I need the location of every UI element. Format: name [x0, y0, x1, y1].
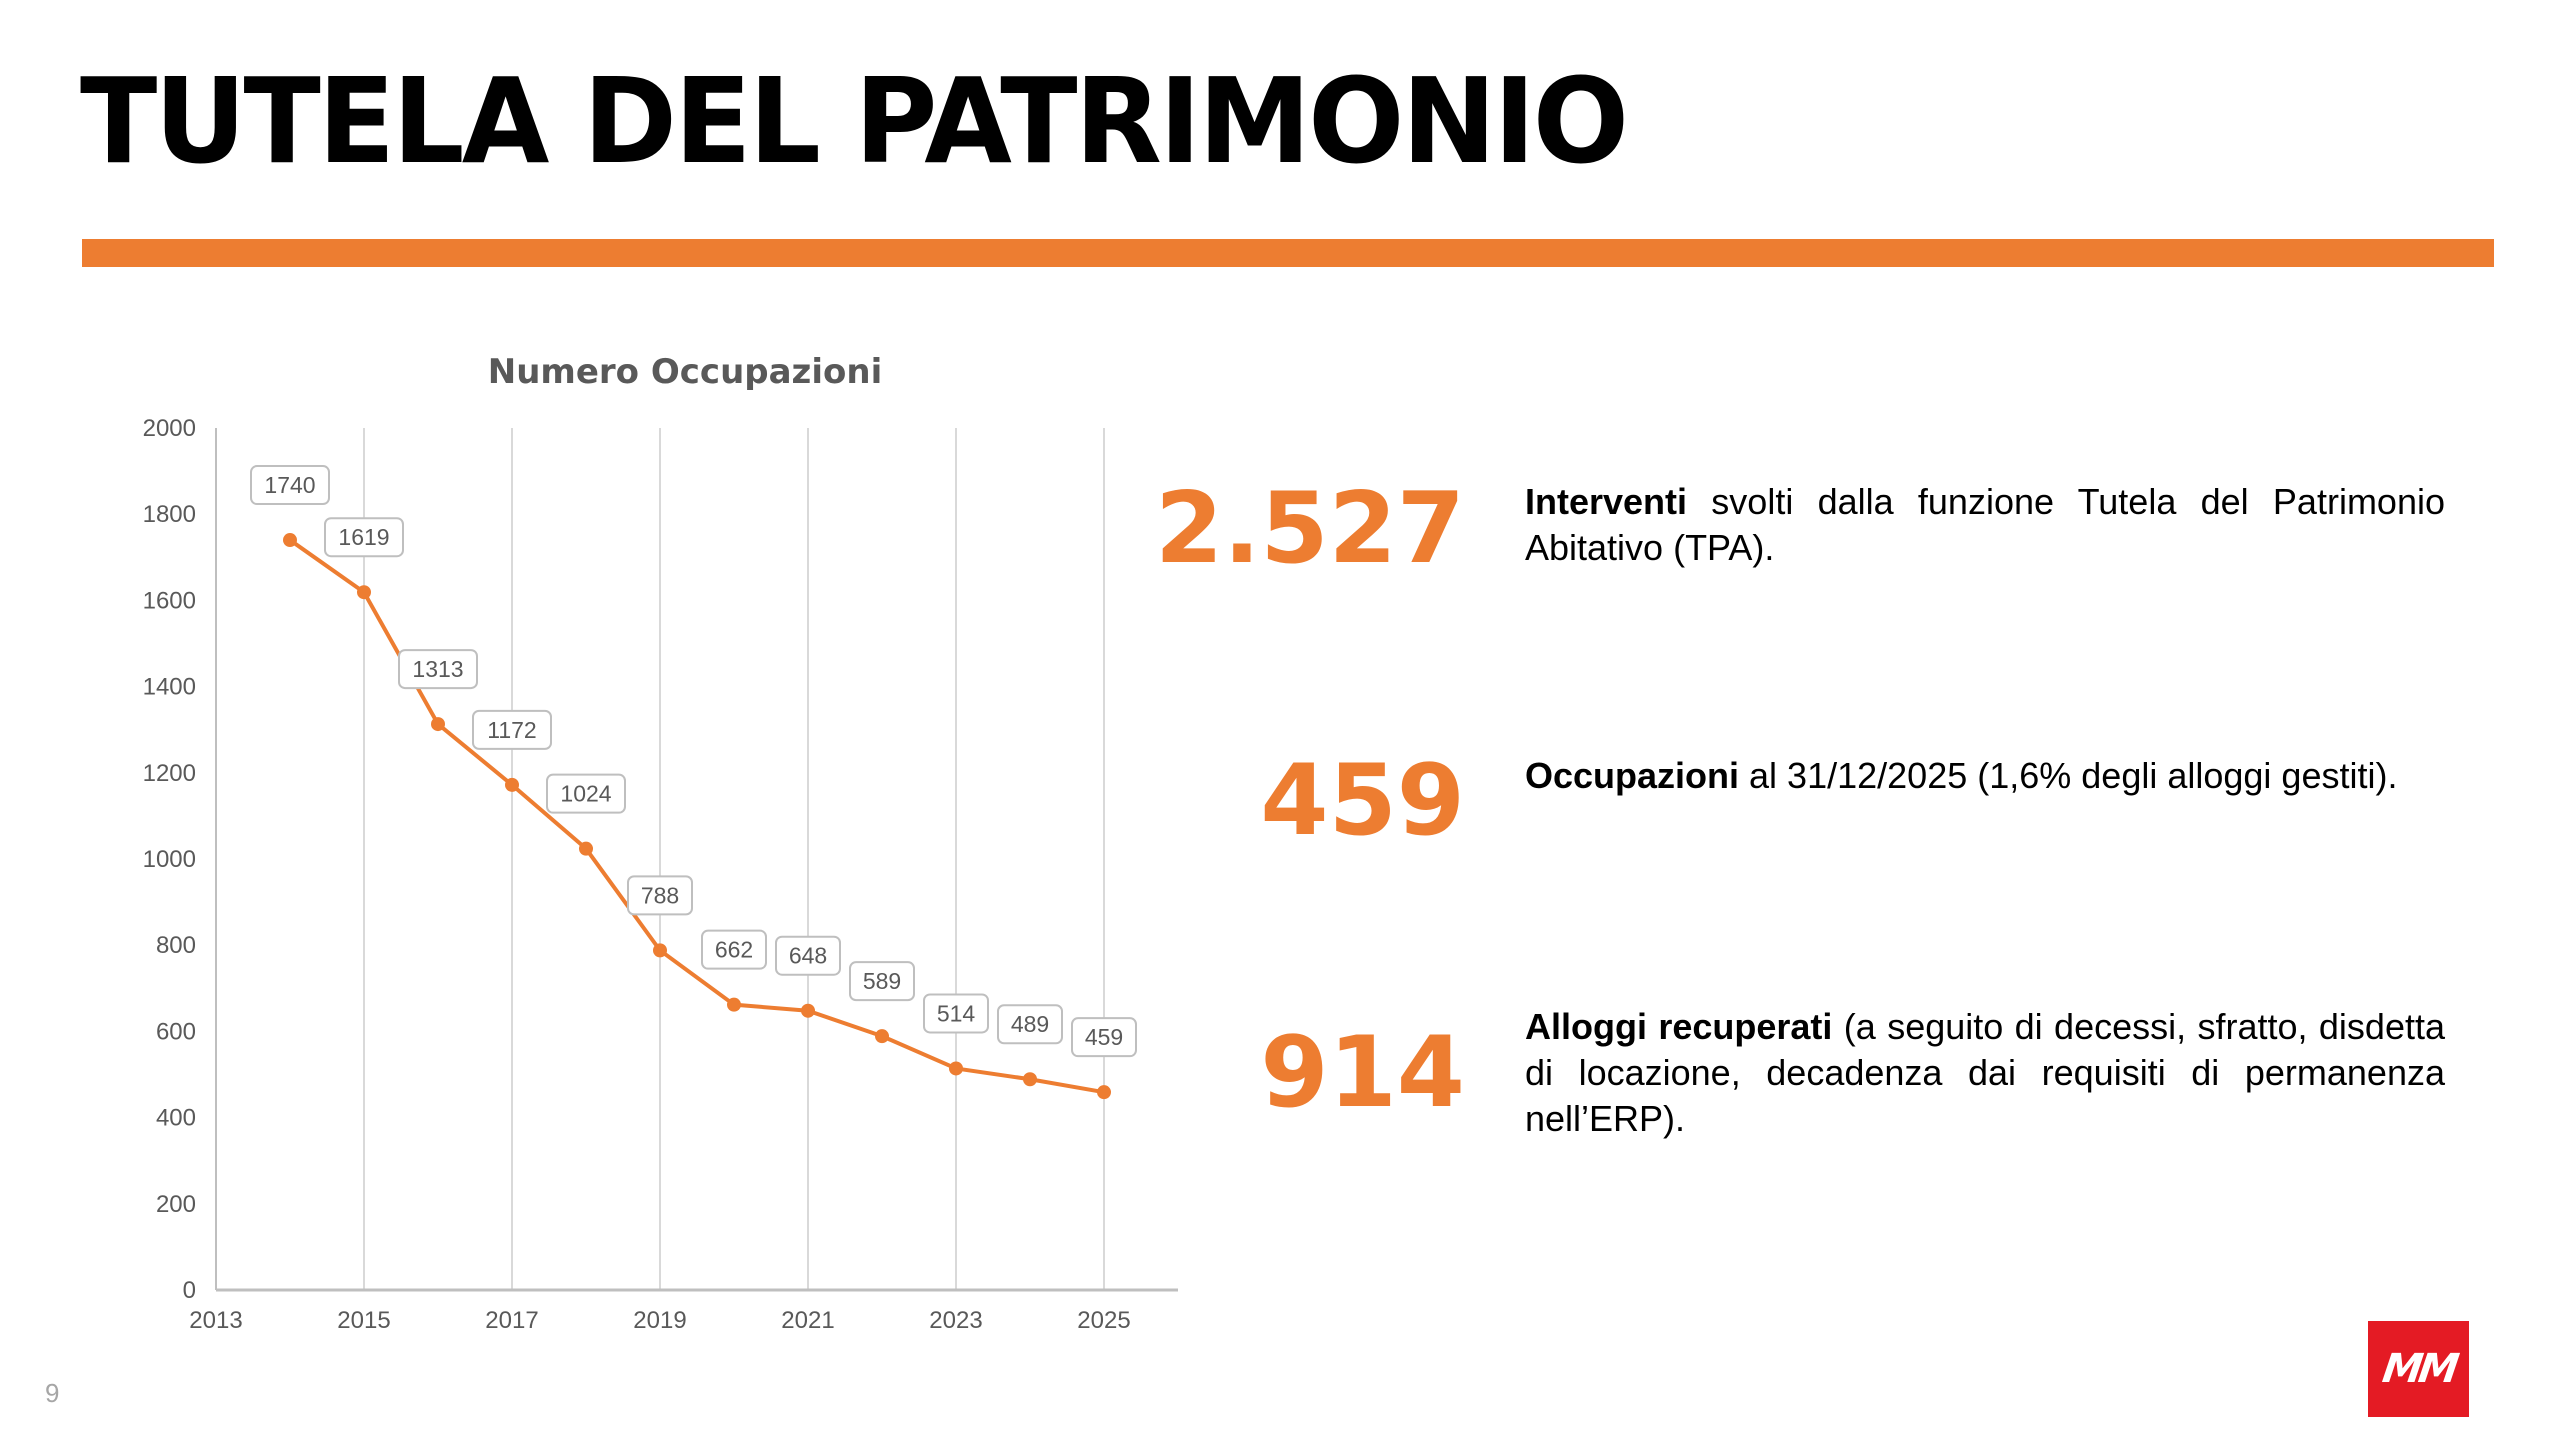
y-tick-label: 800: [156, 932, 196, 959]
data-label: 1024: [560, 781, 611, 807]
y-tick-label: 600: [156, 1018, 196, 1045]
data-label-box: [1071, 1017, 1137, 1058]
data-label: 1740: [264, 472, 315, 498]
data-point: [431, 717, 445, 732]
data-label-box: [472, 709, 552, 750]
stat-number: 2.527: [1155, 472, 1465, 586]
x-tick-label: 2023: [929, 1307, 982, 1334]
data-label-box: [546, 773, 626, 814]
stat-label: Alloggi recuperati: [1525, 1006, 1833, 1047]
y-tick-label: 2000: [143, 415, 196, 442]
data-point: [579, 841, 593, 856]
data-point: [801, 1003, 815, 1018]
y-tick-label: 0: [183, 1277, 196, 1304]
stat-description: Alloggi recuperati (a seguito di decessi…: [1525, 1004, 2445, 1142]
stat-text: (a seguito di decessi, sfratto, disdetta…: [1525, 1006, 2445, 1139]
data-point: [653, 943, 667, 958]
data-point: [949, 1061, 963, 1076]
x-tick-label: 2025: [1077, 1307, 1130, 1334]
stat-description: Occupazioni al 31/12/2025 (1,6% degli al…: [1525, 753, 2445, 799]
data-point: [1097, 1085, 1111, 1100]
data-point: [727, 997, 741, 1012]
data-label-box: [701, 929, 767, 970]
data-label: 589: [863, 968, 901, 994]
title-accent-bar: [82, 239, 2494, 267]
data-label: 662: [715, 937, 753, 963]
data-label: 648: [789, 943, 827, 969]
data-label-box: [250, 465, 330, 506]
data-label: 514: [937, 1000, 976, 1026]
y-tick-label: 1600: [143, 587, 196, 614]
data-label: 1619: [338, 524, 389, 550]
x-tick-label: 2021: [781, 1307, 834, 1334]
y-tick-label: 200: [156, 1191, 196, 1218]
data-label-box: [849, 961, 915, 1002]
logo-text: MM: [2379, 1346, 2458, 1392]
data-label-box: [997, 1004, 1063, 1045]
y-tick-label: 1200: [143, 760, 196, 787]
data-point: [357, 585, 371, 600]
stat-text: svolti dalla funzione Tutela del Patrimo…: [1525, 481, 2445, 568]
x-tick-label: 2015: [337, 1307, 390, 1334]
data-label-box: [398, 649, 478, 690]
stat-number: 914: [1260, 1016, 1465, 1130]
y-tick-label: 1800: [143, 501, 196, 528]
data-label-box: [775, 935, 841, 976]
y-tick-label: 400: [156, 1105, 196, 1132]
data-point: [875, 1029, 889, 1044]
series-line: [288, 538, 1105, 1095]
chart-plot-area: 2013 2015 2017 2019 2021 2023 2025 0 200 400 600 80…: [143, 415, 1178, 1334]
data-point: [283, 533, 297, 548]
data-label-box: [923, 993, 989, 1034]
stat-label: Occupazioni: [1525, 755, 1740, 796]
data-label: 459: [1085, 1024, 1123, 1050]
data-label-box: [627, 875, 693, 916]
stat-label: Interventi: [1525, 481, 1688, 522]
page-number: 9: [45, 1378, 60, 1408]
stat-text: al 31/12/2025 (1,6% degli alloggi gestit…: [1739, 755, 2398, 796]
x-tick-label: 2019: [633, 1307, 686, 1334]
stat-description: Interventi svolti dalla funzione Tutela …: [1525, 479, 2445, 571]
data-label: 1313: [412, 656, 463, 682]
x-tick-label: 2017: [485, 1307, 538, 1334]
data-label: 788: [641, 882, 679, 908]
y-tick-label: 1000: [143, 846, 196, 873]
data-label: 1172: [487, 717, 536, 743]
line-chart: Numero Occupazioni 2013 2015 2017 2019 2021 2…: [0, 0, 1250, 1440]
chart-title: Numero Occupazioni: [487, 352, 883, 392]
data-point: [505, 777, 519, 792]
data-label-box: [324, 517, 404, 558]
slide-title: TUTELA DEL PATRIMONIO: [80, 52, 1629, 190]
mm-logo: MM: [2368, 1321, 2469, 1417]
stat-number: 459: [1260, 744, 1465, 858]
data-point: [1023, 1072, 1037, 1087]
x-tick-label: 2013: [189, 1307, 242, 1334]
y-tick-label: 1400: [143, 674, 196, 701]
data-label: 489: [1011, 1011, 1049, 1037]
